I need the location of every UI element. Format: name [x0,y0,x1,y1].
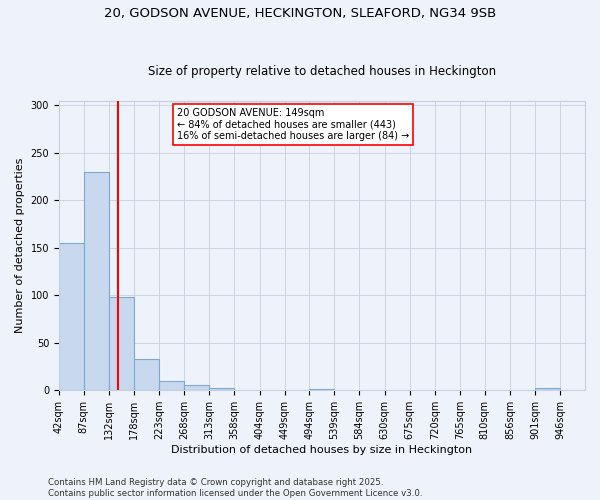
Bar [159,381,184,390]
Bar [535,388,560,390]
Bar [59,243,84,390]
Bar [109,297,134,390]
Bar [209,388,234,390]
Bar [184,384,209,390]
Text: 20, GODSON AVENUE, HECKINGTON, SLEAFORD, NG34 9SB: 20, GODSON AVENUE, HECKINGTON, SLEAFORD,… [104,8,496,20]
X-axis label: Distribution of detached houses by size in Heckington: Distribution of detached houses by size … [172,445,473,455]
Text: Contains HM Land Registry data © Crown copyright and database right 2025.
Contai: Contains HM Land Registry data © Crown c… [48,478,422,498]
Bar [84,172,109,390]
Title: Size of property relative to detached houses in Heckington: Size of property relative to detached ho… [148,66,496,78]
Text: 20 GODSON AVENUE: 149sqm
← 84% of detached houses are smaller (443)
16% of semi-: 20 GODSON AVENUE: 149sqm ← 84% of detach… [177,108,410,141]
Bar [134,359,159,390]
Y-axis label: Number of detached properties: Number of detached properties [15,158,25,333]
